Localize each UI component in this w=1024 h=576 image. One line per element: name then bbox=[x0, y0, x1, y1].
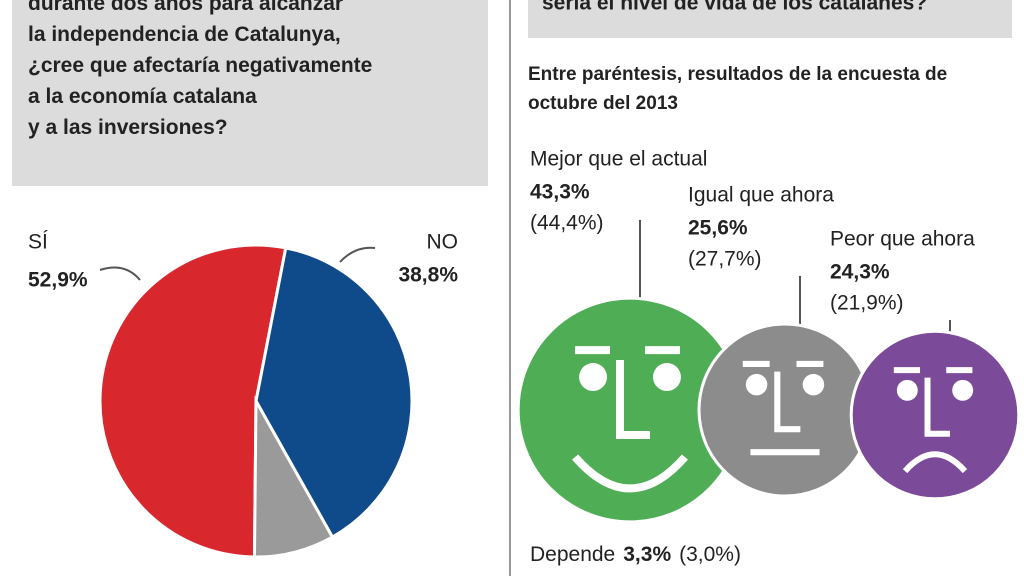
pie-slice bbox=[254, 246, 414, 540]
slice-label: NO bbox=[427, 231, 459, 254]
subtitle: Entre paréntesis, resultados de la encue… bbox=[528, 64, 948, 114]
mouth bbox=[902, 451, 968, 474]
eye bbox=[896, 379, 918, 401]
face-label: Peor que ahora bbox=[830, 228, 975, 251]
question-line: la independencia de Catalunya, bbox=[28, 23, 341, 46]
question-line: y a las inversiones? bbox=[28, 116, 228, 139]
eye bbox=[745, 373, 768, 396]
face-previous: (21,9%) bbox=[830, 292, 904, 315]
leader-line bbox=[339, 246, 376, 263]
question-line: a la economía catalana bbox=[28, 85, 257, 108]
face-value: 25,6% bbox=[688, 217, 748, 240]
slice-label: SÍ bbox=[28, 231, 48, 254]
eye bbox=[652, 363, 681, 392]
nose bbox=[774, 371, 801, 433]
face-value: 43,3% bbox=[530, 181, 590, 204]
face bbox=[849, 329, 1021, 501]
face-label: Mejor que el actual bbox=[530, 148, 707, 171]
question-line: ¿cree que afectaría negativamente bbox=[28, 54, 373, 77]
face bbox=[697, 322, 873, 498]
slice-value: 38,8% bbox=[398, 264, 458, 287]
eye bbox=[952, 379, 974, 401]
slice-value: 52,9% bbox=[28, 269, 88, 292]
nose bbox=[924, 377, 950, 437]
mouth bbox=[572, 454, 688, 493]
depende-value: 3,3% bbox=[623, 543, 671, 566]
question-line: durante dos años para alcanzar bbox=[28, 0, 344, 15]
face-label: Igual que ahora bbox=[688, 184, 834, 207]
depende-label: Depende 3,3% (3,0%) bbox=[530, 543, 741, 566]
question: sería el nivel de vida de los catalanes? bbox=[542, 0, 927, 15]
pie-slice bbox=[98, 243, 288, 559]
pie-slice bbox=[252, 395, 335, 559]
face-value: 24,3% bbox=[830, 261, 890, 284]
question-box bbox=[12, 0, 488, 186]
eye bbox=[802, 373, 825, 396]
face-previous: (27,7%) bbox=[688, 248, 762, 271]
depende-previous: (3,0%) bbox=[679, 543, 741, 566]
nose bbox=[616, 360, 650, 439]
depende-category: Depende bbox=[530, 543, 615, 566]
eye bbox=[579, 363, 608, 392]
face-previous: (44,4%) bbox=[530, 212, 604, 235]
leader-line bbox=[99, 266, 141, 281]
question-box bbox=[528, 0, 1012, 38]
